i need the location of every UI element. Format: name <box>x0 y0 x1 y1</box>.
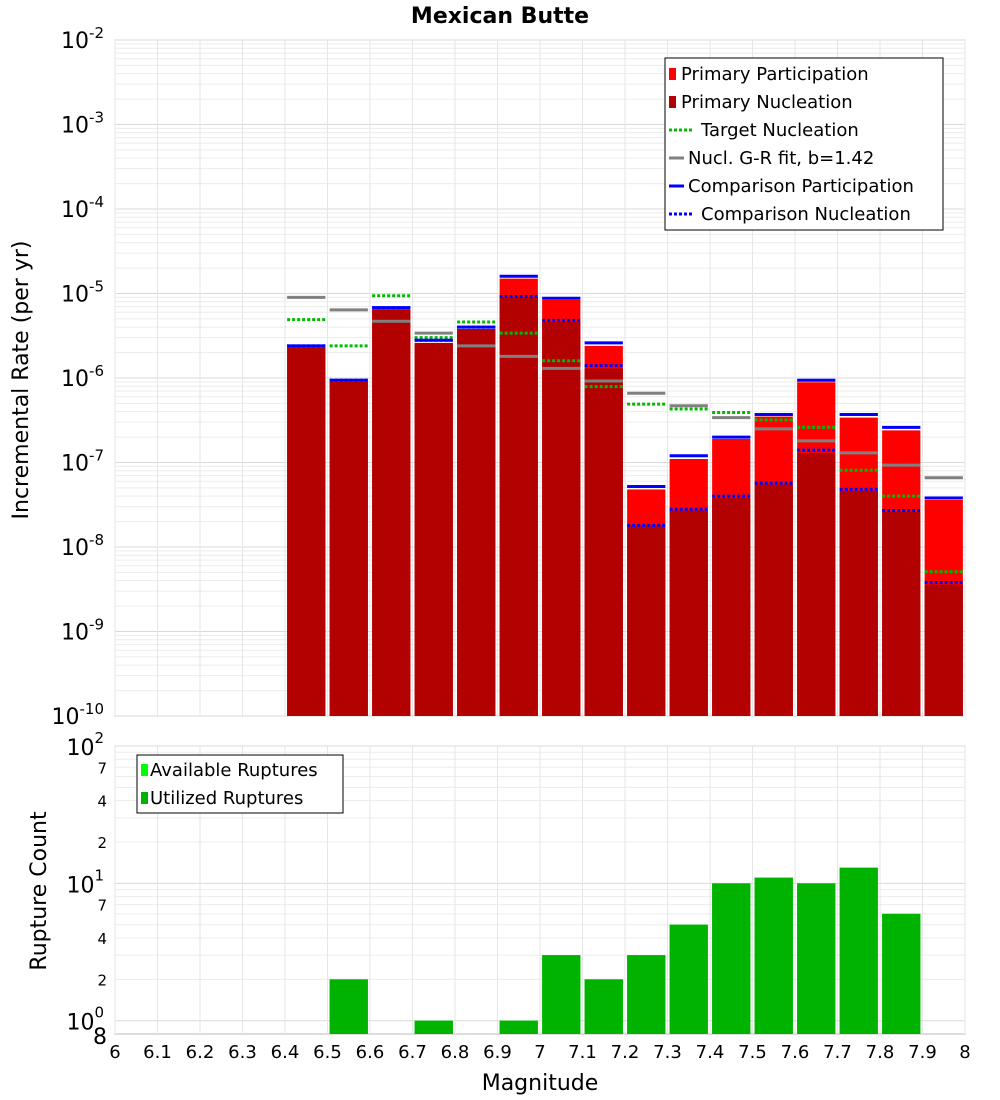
legend-label-comparison-nucleation: Comparison Nucleation <box>701 204 911 225</box>
top-y-ticks: 10-10 10-9 10-8 10-7 10-6 10-5 10-4 10-3 10-2 <box>52 24 105 730</box>
top-y-axis-title: Incremental Rate (per yr) <box>9 241 34 520</box>
legend-swatch-available-ruptures <box>141 764 148 776</box>
bar-utilized-ruptures <box>414 1020 453 1034</box>
bottom-y-minor-tick-label: 2 <box>97 971 107 989</box>
bar-primary-nucleation <box>669 510 708 716</box>
legend-label-primary-participation: Primary Participation <box>681 64 869 85</box>
bar-primary-nucleation <box>499 297 538 716</box>
bar-primary-nucleation <box>584 368 623 716</box>
x-tick-label: 7.5 <box>738 1042 767 1063</box>
bottom-y-minor-tick-label: 7 <box>97 897 107 915</box>
bar-primary-nucleation <box>627 525 666 716</box>
bar-utilized-ruptures <box>797 883 836 1034</box>
x-tick-label: 6.8 <box>441 1042 470 1063</box>
bottom-y-tick-label: 100 <box>66 1004 104 1036</box>
x-tick-label: 6.2 <box>186 1042 215 1063</box>
x-tick-label: 6.7 <box>398 1042 427 1063</box>
top-y-tick-label: 10-5 <box>61 278 104 308</box>
x-tick-label: 6.5 <box>313 1042 342 1063</box>
x-tick-label: 7.7 <box>823 1042 852 1063</box>
x-tick-label: 8 <box>959 1042 970 1063</box>
bottom-y-tick-label: 101 <box>66 866 104 898</box>
top-y-tick-label: 10-4 <box>61 193 104 223</box>
x-tick-label: 6.9 <box>483 1042 512 1063</box>
legend-label-nucl-g-r-fit-b-1-42: Nucl. G-R fit, b=1.42 <box>688 148 874 169</box>
bar-utilized-ruptures <box>839 867 878 1034</box>
x-tick-label: 6.3 <box>228 1042 257 1063</box>
x-tick-label: 6 <box>109 1042 120 1063</box>
legend-swatch-primary-nucleation <box>669 96 676 108</box>
bar-primary-nucleation <box>414 342 453 716</box>
x-tick-label: 6.1 <box>143 1042 172 1063</box>
top-y-tick-label: 10-2 <box>61 24 104 54</box>
top-marks <box>287 274 963 716</box>
top-y-tick-label: 10-3 <box>61 109 104 139</box>
bar-primary-nucleation <box>839 490 878 716</box>
bottom-legend-box <box>136 754 344 814</box>
legend-label-comparison-participation: Comparison Participation <box>688 176 914 197</box>
bar-primary-nucleation <box>797 452 836 716</box>
bottom-y-axis-title: Rupture Count <box>27 811 52 971</box>
x-tick-label: 7.2 <box>611 1042 640 1063</box>
bar-utilized-ruptures <box>754 877 793 1034</box>
legend-label-available-ruptures: Available Ruptures <box>150 760 318 781</box>
x-tick-label: 6.6 <box>356 1042 385 1063</box>
bar-primary-nucleation <box>287 347 326 716</box>
bottom-y-minor-tick-label: 7 <box>97 759 107 777</box>
x-tick-label: 7.1 <box>568 1042 597 1063</box>
top-y-tick-label: 10-10 <box>52 700 105 730</box>
bottom-marks <box>329 867 921 1034</box>
chart-title: Mexican Butte <box>411 4 589 29</box>
x-tick-label: 6.4 <box>271 1042 300 1063</box>
legend-swatch-utilized-ruptures <box>141 792 148 804</box>
top-y-tick-label: 10-8 <box>61 531 104 561</box>
legend-swatch-primary-participation <box>669 68 676 80</box>
bar-utilized-ruptures <box>329 979 368 1034</box>
top-y-tick-label: 10-6 <box>61 362 104 392</box>
bar-primary-nucleation <box>372 309 411 716</box>
top-legend-box <box>664 57 944 231</box>
bar-primary-nucleation <box>924 584 963 716</box>
top-legend: Primary Participation Primary Nucleation T… <box>664 57 944 231</box>
bar-utilized-ruptures <box>542 955 581 1034</box>
top-plot: 10-10 10-9 10-8 10-7 10-6 10-5 10-4 10-3 10-2 In… <box>9 24 966 730</box>
x-tick-label: 7.3 <box>653 1042 682 1063</box>
bottom-y-minor-tick-label: 4 <box>97 793 107 811</box>
bar-primary-nucleation <box>882 511 921 716</box>
bar-utilized-ruptures <box>627 955 666 1034</box>
x-tick-label: 7 <box>534 1042 545 1063</box>
bottom-y-minor-tick-label: 4 <box>97 930 107 948</box>
top-y-tick-label: 10-7 <box>61 447 104 477</box>
x-tick-label: 7.9 <box>908 1042 937 1063</box>
bottom-legend: Available Ruptures Utilized Ruptures <box>136 754 344 814</box>
bar-utilized-ruptures <box>584 979 623 1034</box>
bar-utilized-ruptures <box>669 924 708 1034</box>
legend-label-primary-nucleation: Primary Nucleation <box>681 92 853 113</box>
x-tick-label: 7.8 <box>866 1042 895 1063</box>
bar-primary-nucleation <box>712 498 751 716</box>
bar-utilized-ruptures <box>712 883 751 1034</box>
bar-primary-nucleation <box>457 329 496 716</box>
bottom-y-ticks: 100 101 102 8 2 4 7 2 4 7 <box>66 729 107 1050</box>
bottom-y-minor-tick-label: 8 <box>93 1025 107 1050</box>
bottom-x-ticks: 6 6.1 6.2 6.3 6.4 6.5 6.6 6.7 6.8 6.9 7 7.1 7.2 7.3 7.… <box>109 1042 970 1063</box>
bar-primary-nucleation <box>754 484 793 716</box>
bar-utilized-ruptures <box>882 913 921 1034</box>
legend-label-utilized-ruptures: Utilized Ruptures <box>150 788 303 809</box>
legend-label-target-nucleation: Target Nucleation <box>700 120 859 141</box>
x-tick-label: 7.4 <box>696 1042 725 1063</box>
bottom-y-minor-tick-label: 2 <box>97 834 107 852</box>
x-axis-title: Magnitude <box>482 1071 599 1096</box>
bar-primary-nucleation <box>542 321 581 716</box>
top-y-tick-label: 10-9 <box>61 616 104 646</box>
x-tick-label: 7.6 <box>781 1042 810 1063</box>
bar-primary-nucleation <box>329 381 368 716</box>
bottom-y-tick-label: 102 <box>66 729 104 761</box>
bar-utilized-ruptures <box>499 1020 538 1034</box>
